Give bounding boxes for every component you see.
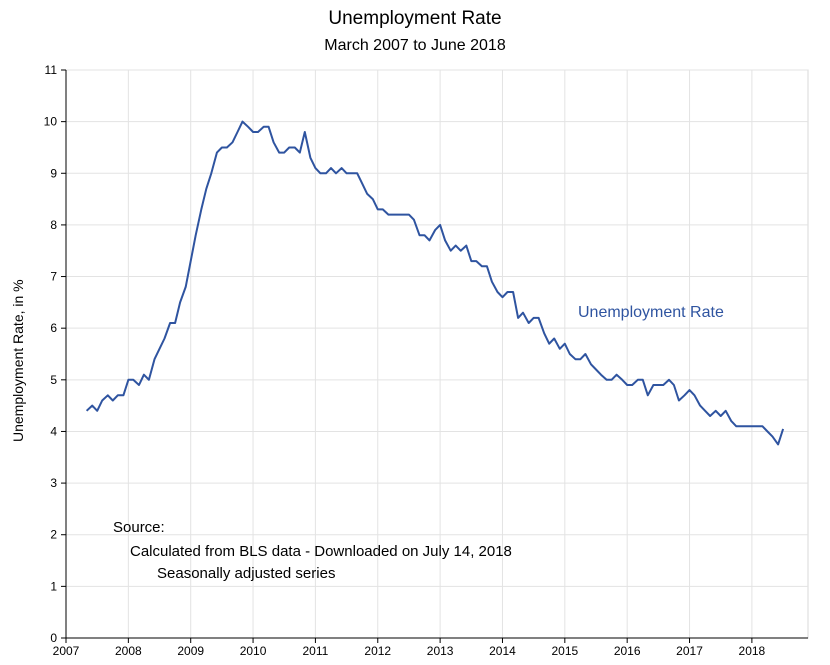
- y-tick-label: 9: [50, 166, 57, 180]
- x-tick-label: 2013: [427, 644, 454, 658]
- x-tick-label: 2012: [364, 644, 391, 658]
- grid: [65, 69, 809, 639]
- y-tick-label: 4: [50, 424, 57, 438]
- y-tick-label: 10: [44, 115, 58, 129]
- x-tick-label: 2016: [614, 644, 641, 658]
- series-layer: [85, 120, 785, 446]
- x-tick-label: 2015: [551, 644, 578, 658]
- series-line: [85, 120, 785, 446]
- x-tick-label: 2011: [303, 644, 329, 658]
- x-tick-label: 2007: [53, 644, 80, 658]
- source-text: Calculated from BLS data - Downloaded on…: [130, 543, 512, 560]
- series-label: Unemployment Rate: [578, 304, 724, 321]
- y-tick-label: 2: [50, 528, 57, 542]
- x-tick-label: 2009: [177, 644, 204, 658]
- y-tick-label: 6: [50, 321, 57, 335]
- y-tick-label: 3: [50, 476, 57, 490]
- x-tick-label: 2014: [489, 644, 516, 658]
- y-tick-label: 7: [50, 270, 57, 284]
- x-tick-label: 2008: [115, 644, 142, 658]
- axes: 0 1 2 3 4 5 6 7 8 9 10 11 2007 2008 2009 2010 2011 2012 20…: [44, 63, 808, 658]
- y-tick-label: 8: [50, 218, 57, 232]
- y-tick-label: 11: [45, 63, 58, 77]
- x-tick-label: 2018: [739, 644, 766, 658]
- chart-subtitle: March 2007 to June 2018: [324, 37, 506, 54]
- x-tick-label: 2010: [240, 644, 267, 658]
- x-tick-label: 2017: [676, 644, 703, 658]
- y-tick-label: 1: [50, 579, 57, 593]
- source-note: Seasonally adjusted series: [157, 565, 336, 582]
- chart-title: Unemployment Rate: [328, 8, 502, 29]
- y-tick-label: 0: [50, 631, 57, 645]
- y-tick-label: 5: [50, 373, 57, 387]
- source-heading: Source:: [113, 519, 165, 536]
